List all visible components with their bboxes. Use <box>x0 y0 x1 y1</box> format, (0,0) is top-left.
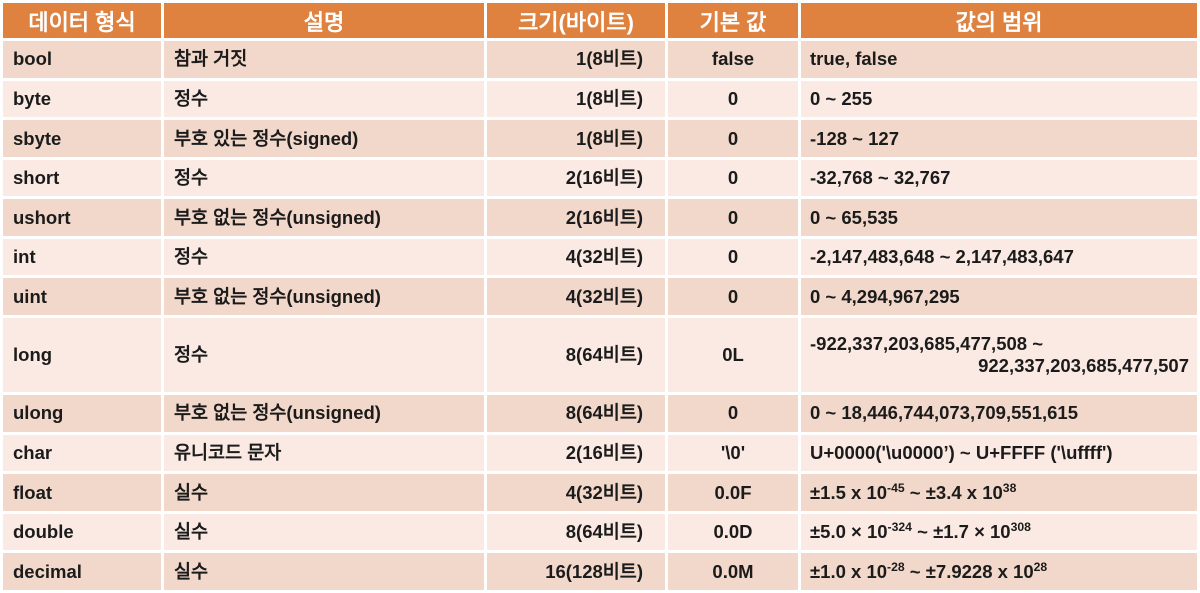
cell-type: long <box>3 318 161 393</box>
cell-description: 실수 <box>164 513 484 551</box>
cell-range: U+0000('\u0000’) ~ U+FFFF ('\uffff') <box>801 434 1197 472</box>
cell-type: byte <box>3 80 161 118</box>
table-row-sbyte: sbyte 부호 있는 정수(signed) 1(8비트) 0 -128 ~ 127 <box>3 120 1197 157</box>
cell-size: 4(32비트) <box>487 474 665 511</box>
cell-type: double <box>3 513 161 551</box>
cell-description: 유니코드 문자 <box>164 434 484 472</box>
cell-range: -32,768 ~ 32,767 <box>801 159 1197 197</box>
table-row-bool: bool 참과 거짓 1(8비트) false true, false <box>3 41 1197 78</box>
cell-default: '\0' <box>668 434 798 472</box>
cell-size: 4(32비트) <box>487 278 665 316</box>
cell-description: 참과 거짓 <box>164 41 484 78</box>
cell-default: 0.0D <box>668 513 798 551</box>
cell-default: 0 <box>668 199 798 236</box>
cell-size: 2(16비트) <box>487 434 665 472</box>
cell-range: ±5.0 × 10-324 ~ ±1.7 × 10308 <box>801 513 1197 551</box>
cell-default: 0.0F <box>668 474 798 511</box>
cell-default: 0L <box>668 318 798 393</box>
cell-description: 부호 없는 정수(unsigned) <box>164 199 484 236</box>
cell-size: 8(64비트) <box>487 318 665 393</box>
cell-default: 0 <box>668 238 798 276</box>
cell-description: 실수 <box>164 553 484 590</box>
cell-range: ±1.0 x 10-28 ~ ±7.9228 x 1028 <box>801 553 1197 590</box>
cell-size: 8(64비트) <box>487 513 665 551</box>
cell-type: bool <box>3 41 161 78</box>
cell-range: ±1.5 x 10-45 ~ ±3.4 x 1038 <box>801 474 1197 511</box>
cell-description: 정수 <box>164 80 484 118</box>
header-cell-value-range: 값의 범위 <box>801 3 1197 38</box>
cell-type: ulong <box>3 395 161 432</box>
cell-default: 0 <box>668 80 798 118</box>
cell-description: 부호 없는 정수(unsigned) <box>164 278 484 316</box>
table-row-char: char 유니코드 문자 2(16비트) '\0' U+0000('\u0000’) ~… <box>3 434 1197 472</box>
cell-range: 0 ~ 4,294,967,295 <box>801 278 1197 316</box>
table-row-short: short 정수 2(16비트) 0 -32,768 ~ 32,767 <box>3 159 1197 197</box>
cell-description: 정수 <box>164 159 484 197</box>
cell-size: 2(16비트) <box>487 199 665 236</box>
table-body: bool 참과 거짓 1(8비트) false true, false byte 정수 1(8… <box>3 41 1197 590</box>
table-row-byte: byte 정수 1(8비트) 0 0 ~ 255 <box>3 80 1197 118</box>
cell-size: 1(8비트) <box>487 80 665 118</box>
cell-default: 0 <box>668 159 798 197</box>
cell-description: 실수 <box>164 474 484 511</box>
cell-type: uint <box>3 278 161 316</box>
cell-default: 0 <box>668 120 798 157</box>
cell-type: ushort <box>3 199 161 236</box>
cell-range: -128 ~ 127 <box>801 120 1197 157</box>
table-row-ushort: ushort 부호 없는 정수(unsigned) 2(16비트) 0 0 ~ 65,5… <box>3 199 1197 236</box>
table-row-ulong: ulong 부호 없는 정수(unsigned) 8(64비트) 0 0 ~ 18,44… <box>3 395 1197 432</box>
cell-default: 0.0M <box>668 553 798 590</box>
header-cell-default-value: 기본 값 <box>668 3 798 38</box>
table-row-double: double 실수 8(64비트) 0.0D ±5.0 × 10-324 ~ ±1.7 … <box>3 513 1197 551</box>
header-row: 데이터 형식 설명 크기(바이트) 기본 값 값의 범위 <box>3 3 1197 38</box>
cell-description: 부호 없는 정수(unsigned) <box>164 395 484 432</box>
table-row-float: float 실수 4(32비트) 0.0F ±1.5 x 10-45 ~ ±3.4 x … <box>3 474 1197 511</box>
cell-size: 8(64비트) <box>487 395 665 432</box>
cell-type: sbyte <box>3 120 161 157</box>
cell-size: 2(16비트) <box>487 159 665 197</box>
cell-type: decimal <box>3 553 161 590</box>
header-cell-size-bytes: 크기(바이트) <box>487 3 665 38</box>
cell-description: 정수 <box>164 318 484 393</box>
table-row-decimal: decimal 실수 16(128비트) 0.0M ±1.0 x 10-28 ~ ±7.… <box>3 553 1197 590</box>
cell-type: char <box>3 434 161 472</box>
cell-size: 1(8비트) <box>487 41 665 78</box>
cell-description: 정수 <box>164 238 484 276</box>
cell-default: 0 <box>668 278 798 316</box>
cell-default: 0 <box>668 395 798 432</box>
cell-size: 4(32비트) <box>487 238 665 276</box>
cell-type: short <box>3 159 161 197</box>
cell-range: 0 ~ 255 <box>801 80 1197 118</box>
cell-description: 부호 있는 정수(signed) <box>164 120 484 157</box>
cell-range: 0 ~ 65,535 <box>801 199 1197 236</box>
cell-size: 16(128비트) <box>487 553 665 590</box>
cell-type: int <box>3 238 161 276</box>
cell-size: 1(8비트) <box>487 120 665 157</box>
header-cell-data-type: 데이터 형식 <box>3 3 161 38</box>
cell-range: -2,147,483,648 ~ 2,147,483,647 <box>801 238 1197 276</box>
cell-range: 0 ~ 18,446,744,073,709,551,615 <box>801 395 1197 432</box>
cell-range: true, false <box>801 41 1197 78</box>
table-row-uint: uint 부호 없는 정수(unsigned) 4(32비트) 0 0 ~ 4,294,… <box>3 278 1197 316</box>
cell-range: -922,337,203,685,477,508 ~922,337,203,68… <box>801 318 1197 393</box>
header-cell-description: 설명 <box>164 3 484 38</box>
table-row-long: long 정수 8(64비트) 0L -922,337,203,685,477,508 … <box>3 318 1197 393</box>
cell-type: float <box>3 474 161 511</box>
cell-default: false <box>668 41 798 78</box>
table-row-int: int 정수 4(32비트) 0 -2,147,483,648 ~ 2,147,483,… <box>3 238 1197 276</box>
